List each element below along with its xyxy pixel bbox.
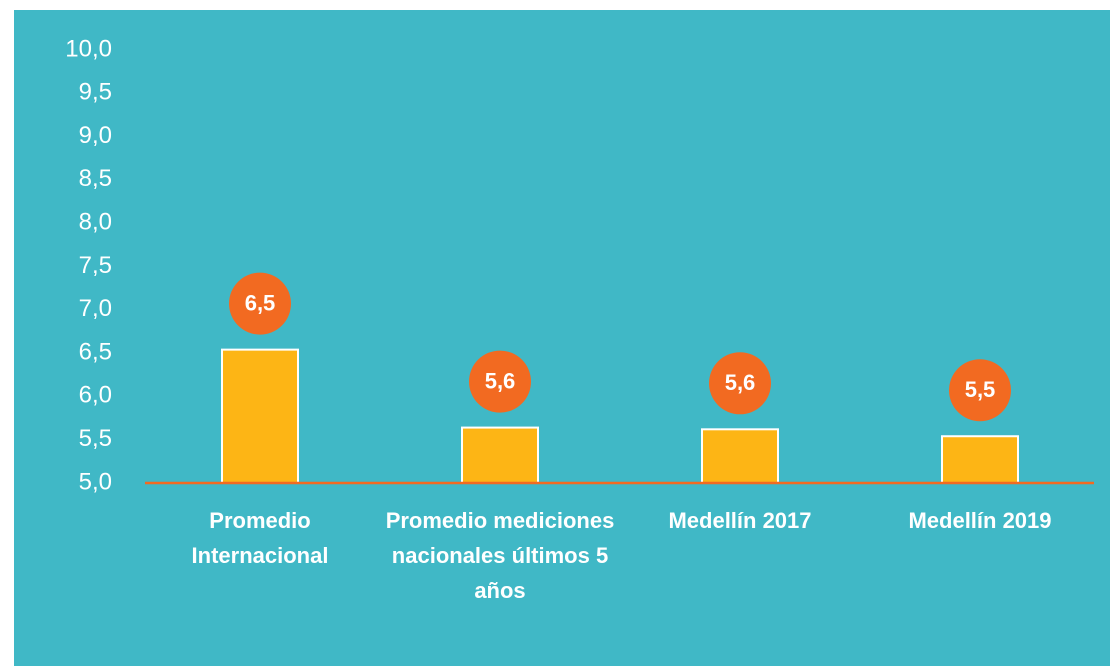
y-tick-label: 5,0 [79,468,112,495]
x-tick-label: Promedio Internacional [191,508,329,568]
x-tick-label: Medellín 2019 [908,508,1052,533]
bar [941,435,1019,484]
y-tick-label: 8,0 [79,209,112,236]
bar [701,428,779,485]
y-tick-label: 7,5 [79,252,112,279]
value-label-badge [229,272,291,335]
y-tick-label: 8,5 [79,165,112,192]
y-tick-label: 6,5 [79,338,112,365]
y-tick-label: 7,0 [79,295,112,322]
value-label: 6,5 [245,290,276,315]
bar [221,348,299,484]
x-tick-label: Medellín 2017 [668,508,812,533]
x-tick-label: Promedio mediciones nacionales últimos 5… [385,508,615,603]
value-label: 5,6 [725,370,756,395]
y-tick-label: 9,5 [79,79,112,106]
chart: 5,0 5,5 6,0 6,5 7,0 7,5 8,0 8,5 9,0 9,5 10,0 6,5 5,6… [65,35,1094,495]
chart-area: 5,0 5,5 6,0 6,5 7,0 7,5 8,0 8,5 9,0 9,5 10,0 6,5 5,6… [14,10,1110,666]
value-label: 5,5 [965,377,996,402]
value-label-badge [949,359,1011,422]
y-tick-label: 10,0 [65,35,112,62]
y-tick-label: 9,0 [79,122,112,149]
value-label: 5,6 [485,368,516,393]
value-label-badge [469,350,531,413]
bar [461,426,539,484]
y-tick-label: 6,0 [79,382,112,409]
y-tick-label: 5,5 [79,425,112,452]
value-label-badge [709,352,771,415]
